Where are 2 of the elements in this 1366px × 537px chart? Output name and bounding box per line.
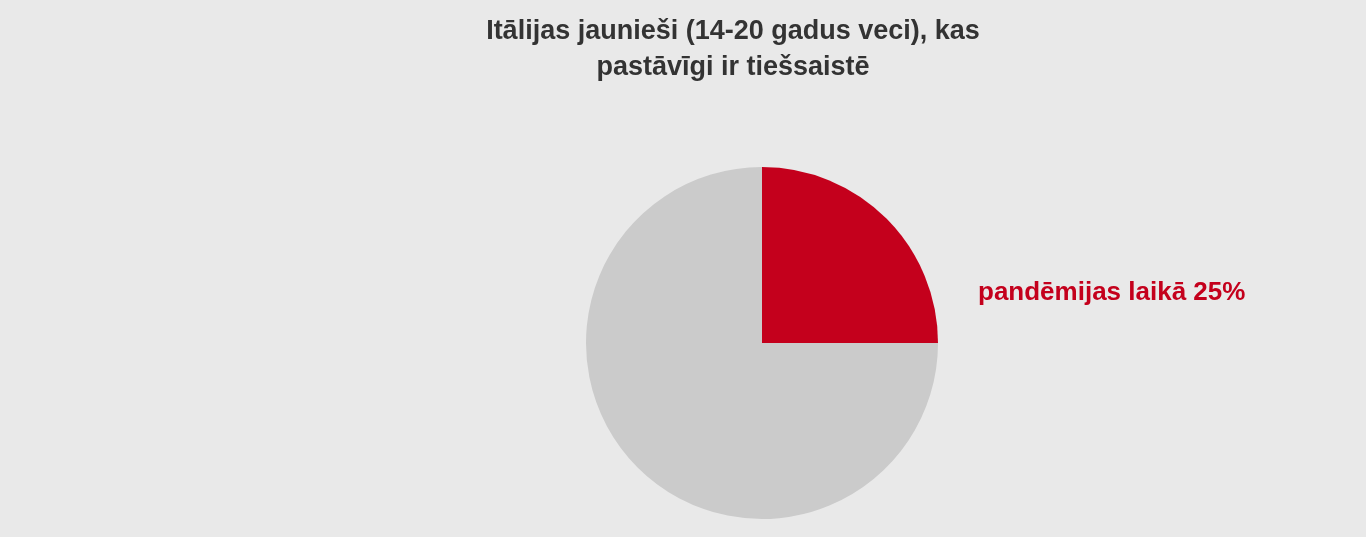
slice-label: pandēmijas laikā 25% xyxy=(978,276,1246,307)
chart-title: Itālijas jaunieši (14-20 gadus veci), kas pastāvīgi ir tiešsaistē xyxy=(485,14,981,83)
